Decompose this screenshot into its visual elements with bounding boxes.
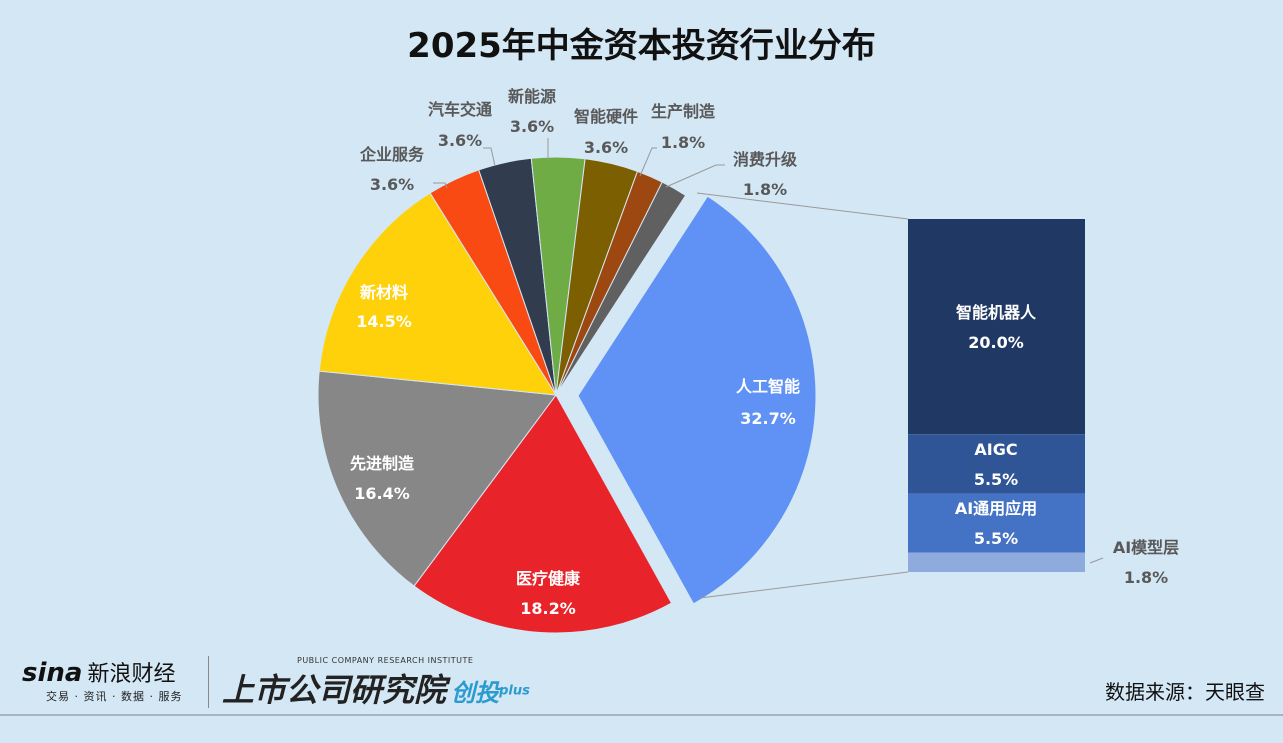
connector-bottom (699, 571, 909, 599)
connector-top (696, 192, 909, 220)
value-先进制造: 16.4% (354, 484, 410, 503)
label-医疗健康: 医疗健康 (516, 569, 581, 588)
label-智能硬件: 智能硬件 (574, 107, 638, 126)
footer-divider (0, 714, 1283, 716)
leader-企业服务 (433, 182, 448, 189)
label-新能源: 新能源 (508, 87, 556, 106)
label-新材料: 新材料 (360, 283, 408, 302)
value-AI通用应用: 5.5% (974, 529, 1018, 548)
breakdown-bars (908, 219, 1085, 572)
brand-logo: 创投 (451, 679, 500, 707)
bar-AIGC (908, 434, 1085, 494)
value-AI模型层: 1.8% (1124, 568, 1168, 587)
value-智能硬件: 3.6% (584, 138, 628, 157)
label-AI模型层: AI模型层 (1113, 538, 1179, 557)
pie-slices (317, 156, 817, 634)
slice-消费升级 (555, 181, 687, 396)
slice-先进制造 (317, 370, 557, 587)
bar-AI模型层 (908, 552, 1085, 572)
institute-logo: PUBLIC COMPANY RESEARCH INSTITUTE 上市公司研究… (222, 656, 530, 711)
bar-智能机器人 (908, 219, 1085, 435)
label-智能机器人: 智能机器人 (956, 303, 1037, 322)
chart-title: 2025年中金资本投资行业分布 (407, 26, 876, 66)
leader-生产制造 (639, 147, 657, 177)
label-消费升级: 消费升级 (733, 150, 798, 169)
leader-AI模型层 (1089, 557, 1104, 564)
value-新能源: 3.6% (510, 117, 554, 136)
data-source: 数据来源：天眼查 (1105, 680, 1265, 704)
leader-汽车交通 (483, 147, 496, 167)
label-人工智能: 人工智能 (736, 377, 800, 396)
leader-lines (433, 138, 1104, 599)
sina-finance-logo: sina 新浪财经 交易 · 资讯 · 数据 · 服务 (22, 656, 182, 704)
value-AIGC: 5.5% (974, 470, 1018, 489)
value-消费升级: 1.8% (743, 180, 787, 199)
slice-医疗健康 (413, 394, 673, 634)
sina-logo-word: sina (22, 658, 83, 688)
sina-logo-sub: 交易 · 资讯 · 数据 · 服务 (46, 690, 183, 703)
institute-logo-cn: 上市公司研究院 (222, 671, 447, 709)
slice-新材料 (318, 192, 557, 396)
value-企业服务: 3.6% (370, 175, 414, 194)
bar-AI通用应用 (908, 493, 1085, 553)
value-汽车交通: 3.6% (438, 131, 482, 150)
value-新材料: 14.5% (356, 312, 412, 331)
value-智能机器人: 20.0% (968, 333, 1024, 352)
brand-plus: plus (499, 683, 530, 699)
slice-人工智能 (577, 195, 817, 605)
value-人工智能: 32.7% (740, 409, 796, 428)
value-生产制造: 1.8% (661, 133, 705, 152)
institute-logo-en: PUBLIC COMPANY RESEARCH INSTITUTE (297, 656, 474, 665)
sina-logo-cn: 新浪财经 (87, 662, 176, 687)
label-汽车交通: 汽车交通 (428, 100, 492, 119)
label-企业服务: 企业服务 (359, 145, 425, 164)
value-医疗健康: 18.2% (520, 599, 576, 618)
label-AI通用应用: AI通用应用 (955, 499, 1037, 518)
logo-divider (208, 656, 209, 708)
label-AIGC: AIGC (974, 440, 1017, 459)
label-生产制造: 生产制造 (651, 102, 716, 121)
leader-消费升级 (665, 164, 725, 188)
label-先进制造: 先进制造 (350, 454, 415, 473)
